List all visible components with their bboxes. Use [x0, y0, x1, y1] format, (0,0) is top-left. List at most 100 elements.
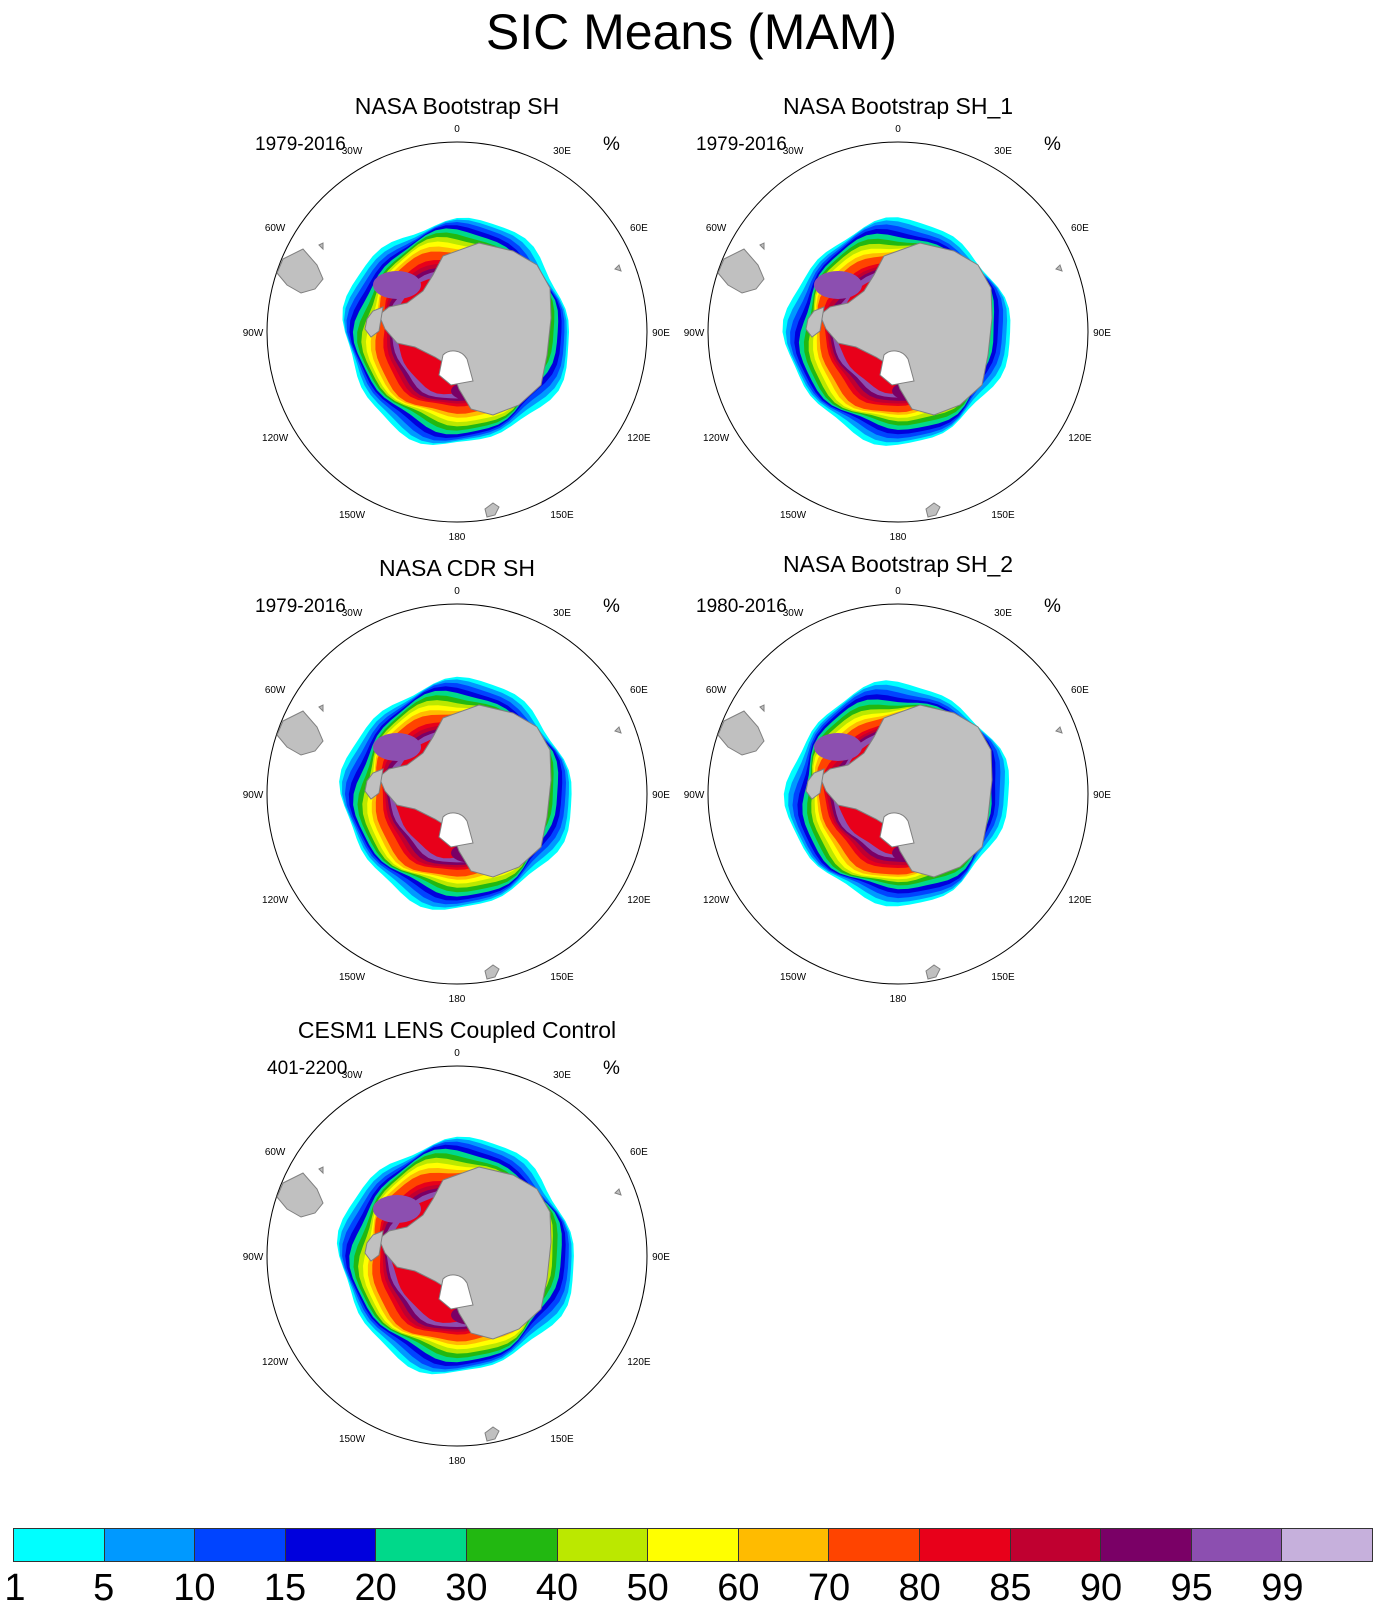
longitude-label: 60W — [265, 1147, 286, 1158]
longitude-label: 30E — [553, 1070, 571, 1081]
longitude-label: 90E — [1093, 790, 1111, 801]
panel-period: 401-2200 — [267, 1058, 348, 1079]
longitude-label: 90E — [652, 1252, 670, 1263]
map-panel-cesm1-lens-control: CESM1 LENS Coupled Control 401-2200 % 0 3… — [243, 1017, 671, 1467]
longitude-label: 150E — [991, 510, 1015, 521]
colorbar-swatch — [195, 1529, 286, 1561]
antarctic-peninsula — [364, 1230, 384, 1262]
colorbar-swatch — [1282, 1529, 1372, 1561]
longitude-label: 90W — [684, 328, 705, 339]
map-panel-nasa-bootstrap-sh-1: NASA Bootstrap SH_1 1979-2016 % 0 30E 60E 9… — [684, 93, 1112, 543]
longitude-label: 0 — [454, 124, 460, 135]
colorbar-swatch — [376, 1529, 467, 1561]
weddell-sea-ice — [814, 733, 862, 761]
longitude-label: 120W — [262, 433, 289, 444]
panel-period: 1979-2016 — [255, 134, 346, 155]
longitude-label: 60W — [265, 685, 286, 696]
polar-map: 0 30E 60E 90E 120E 150E 180 150W 120W 90W 60W 30W — [243, 1048, 671, 1467]
panel-title: NASA Bootstrap SH_1 — [782, 93, 1014, 119]
new-zealand-landmass — [925, 964, 941, 980]
colorbar-label: 15 — [263, 1567, 307, 1609]
longitude-label: 120W — [703, 433, 730, 444]
colorbar-label: 1 — [4, 1567, 26, 1609]
map-panel-nasa-cdr-sh: NASA CDR SH 1979-2016 % 0 30E 60E 90E 120E 15… — [243, 555, 671, 1005]
longitude-label: 150W — [339, 510, 366, 521]
colorbar-label: 80 — [898, 1567, 941, 1609]
colorbar-label: 20 — [354, 1567, 397, 1609]
colorbar-label: 5 — [93, 1567, 115, 1609]
longitude-label: 120E — [627, 433, 651, 444]
longitude-label: 30E — [994, 608, 1012, 619]
colorbar-label: 90 — [1079, 1567, 1123, 1609]
weddell-sea-ice — [373, 733, 421, 761]
falkland-islands — [318, 704, 324, 713]
weddell-sea-ice — [373, 1195, 421, 1223]
longitude-label: 120E — [627, 895, 651, 906]
longitude-label: 150W — [780, 972, 807, 983]
south-america-landmass — [717, 710, 765, 756]
antarctica-landmass — [819, 704, 993, 878]
new-zealand-landmass — [925, 502, 941, 518]
panel-title: NASA Bootstrap SH_2 — [782, 551, 1014, 577]
panel-title: NASA CDR SH — [379, 555, 535, 581]
colorbar — [13, 1528, 1373, 1562]
colorbar-swatch — [1010, 1529, 1102, 1561]
colorbar-swatch — [829, 1529, 920, 1561]
longitude-label: 90W — [243, 328, 264, 339]
panel-period: 1980-2016 — [696, 596, 787, 617]
longitude-label: 150E — [550, 1434, 574, 1445]
longitude-label: 150W — [339, 1434, 366, 1445]
longitude-label: 30E — [553, 608, 571, 619]
colorbar-swatch — [466, 1529, 558, 1561]
south-america-landmass — [276, 1172, 324, 1218]
longitude-label: 120W — [703, 895, 730, 906]
longitude-label: 180 — [449, 994, 466, 1005]
colorbar-swatch — [919, 1529, 1011, 1561]
panel-unit: % — [1044, 134, 1061, 155]
longitude-label: 150E — [991, 972, 1015, 983]
polar-map: 0 30E 60E 90E 120E 150E 180 150W 120W 90W 60W 30W — [684, 124, 1112, 543]
colorbar-label: 50 — [626, 1567, 669, 1609]
longitude-label: 60W — [265, 223, 286, 234]
colorbar-label: 95 — [1170, 1567, 1213, 1609]
longitude-label: 120E — [1068, 895, 1092, 906]
panel-unit: % — [603, 1058, 620, 1079]
longitude-label: 30W — [783, 146, 804, 157]
longitude-label: 90W — [243, 1252, 264, 1263]
longitude-label: 90E — [652, 790, 670, 801]
colorbar-label: 10 — [173, 1567, 216, 1609]
colorbar-label: 85 — [989, 1567, 1032, 1609]
panel-period: 1979-2016 — [255, 596, 346, 617]
kerguelen-island — [614, 1188, 622, 1196]
longitude-label: 180 — [890, 532, 907, 543]
kerguelen-island — [1055, 726, 1063, 734]
antarctica-landmass — [378, 1166, 552, 1340]
colorbar-label: 99 — [1261, 1567, 1304, 1609]
ross-ice-shelf — [438, 350, 474, 386]
antarctic-peninsula — [805, 768, 825, 800]
longitude-label: 120E — [1068, 433, 1092, 444]
colorbar-label: 40 — [535, 1567, 579, 1609]
south-america-landmass — [717, 248, 765, 294]
colorbar-swatch — [1191, 1529, 1283, 1561]
ross-ice-shelf — [438, 812, 474, 848]
weddell-sea-ice — [814, 271, 862, 299]
longitude-label: 60E — [1071, 685, 1089, 696]
falkland-islands — [759, 704, 765, 713]
ross-ice-shelf — [879, 812, 915, 848]
colorbar-swatch — [14, 1529, 105, 1561]
longitude-label: 60W — [706, 685, 727, 696]
longitude-label: 30W — [342, 1070, 363, 1081]
colorbar-swatch — [1101, 1529, 1192, 1561]
longitude-label: 180 — [449, 532, 466, 543]
longitude-label: 150E — [550, 510, 574, 521]
longitude-label: 180 — [449, 1456, 466, 1467]
south-america-landmass — [276, 248, 324, 294]
ross-ice-shelf — [879, 350, 915, 386]
longitude-label: 60E — [630, 685, 648, 696]
longitude-label: 60E — [630, 223, 648, 234]
colorbar-labels: 1 5 10 15 20 30 40 50 60 70 80 85 90 95 99 — [0, 1568, 1383, 1609]
antarctica-landmass — [819, 242, 993, 416]
longitude-label: 60E — [630, 1147, 648, 1158]
longitude-label: 90W — [243, 790, 264, 801]
